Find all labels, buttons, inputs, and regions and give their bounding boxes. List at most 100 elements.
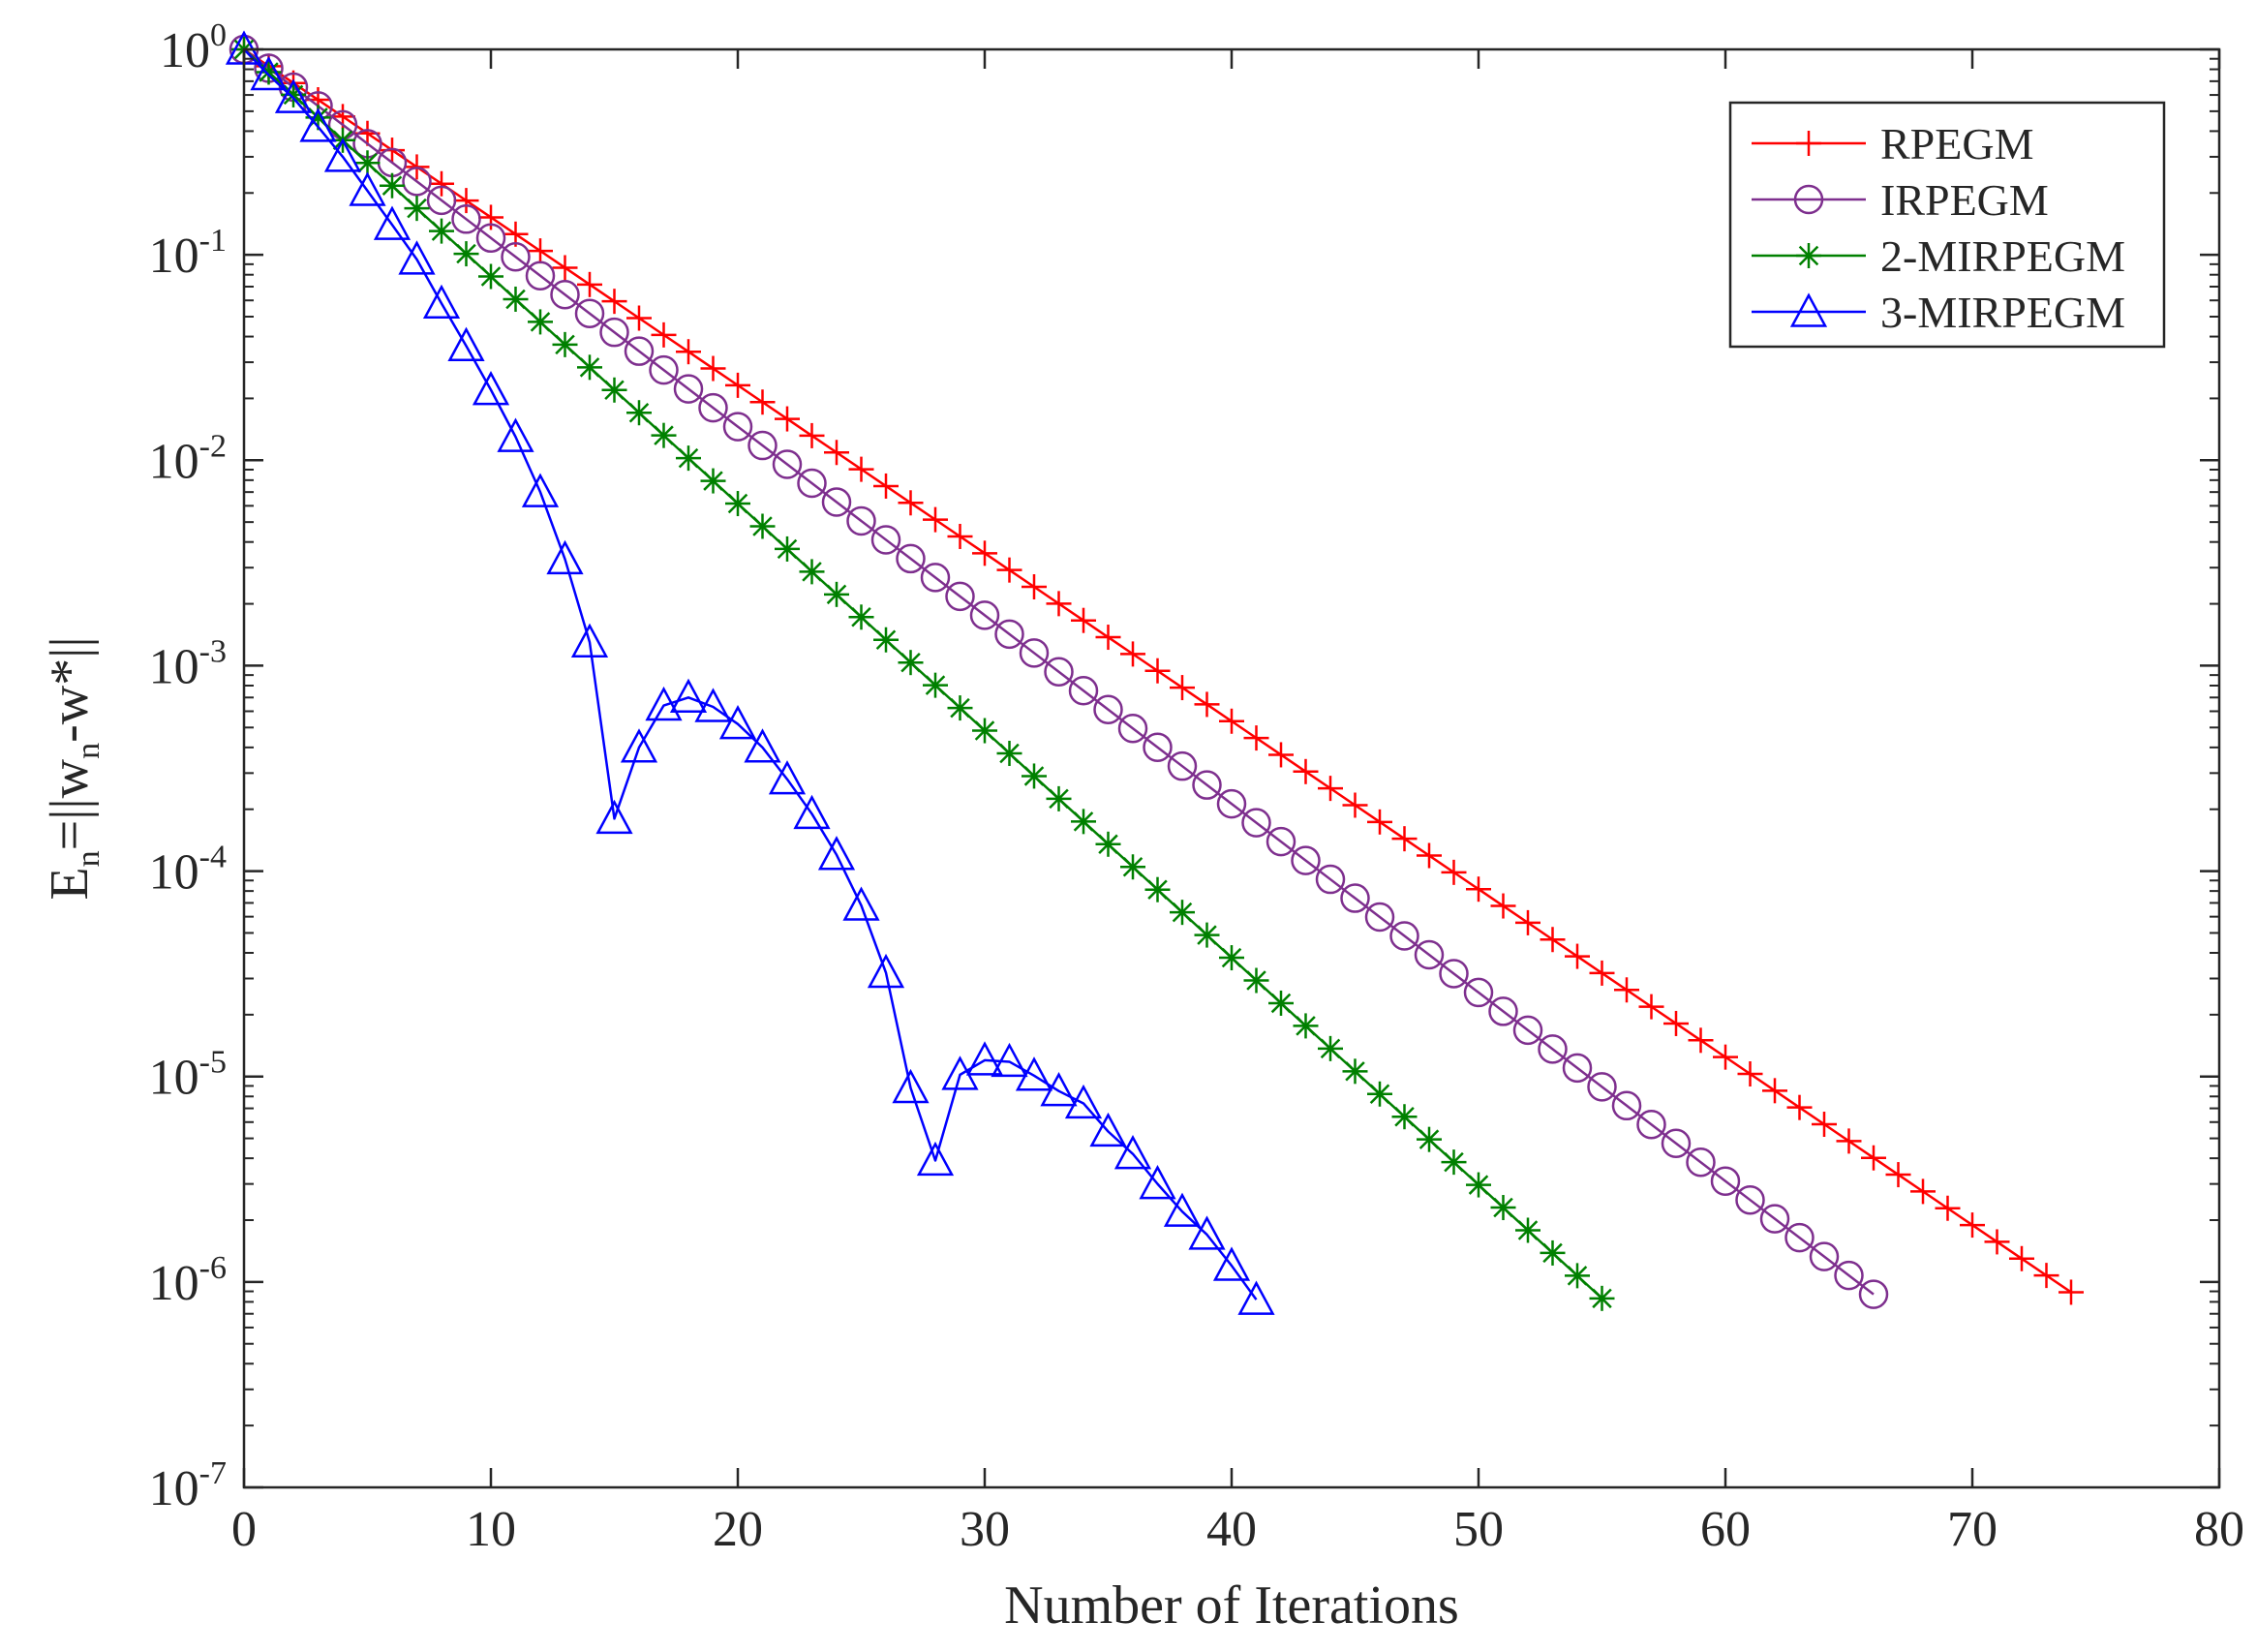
data-point-circle — [1858, 1279, 1889, 1309]
data-point-plus — [1293, 758, 1319, 784]
data-point-triangle — [595, 799, 633, 835]
data-point-plus — [873, 473, 899, 499]
data-point-triangle — [1789, 292, 1828, 327]
data-point-asterisk — [1565, 1263, 1590, 1289]
data-point-circle — [1216, 788, 1247, 819]
data-point-circle — [1834, 1260, 1864, 1291]
ast-d2 — [357, 153, 378, 173]
data-point-triangle — [694, 688, 732, 722]
data-point-plus — [947, 523, 973, 549]
data-point-plus — [1318, 776, 1343, 802]
data-point-asterisk — [1540, 1239, 1566, 1266]
ast-d2 — [1147, 879, 1168, 900]
legend-label: IRPEGM — [1880, 175, 2049, 225]
data-point-circle — [1809, 1241, 1840, 1271]
data-point-plus — [577, 271, 602, 297]
ast-d2 — [802, 562, 822, 582]
series-3-mirpegm — [225, 30, 1275, 1315]
data-point-triangle — [1163, 1192, 1202, 1227]
data-point-asterisk — [651, 422, 677, 448]
data-point-asterisk — [824, 581, 849, 607]
data-point-plus — [1095, 625, 1121, 651]
data-point-plus — [1910, 1178, 1936, 1205]
data-point-triangle — [546, 539, 584, 575]
data-point-triangle — [570, 623, 609, 658]
data-point-circle — [1562, 1053, 1593, 1084]
ast-d2 — [1023, 766, 1045, 786]
data-point-circle — [1315, 864, 1346, 895]
data-point-circle — [451, 204, 481, 234]
data-point-plus — [824, 440, 849, 466]
data-point-plus — [1170, 675, 1195, 701]
data-point-asterisk — [1243, 967, 1269, 994]
ast-d2 — [654, 425, 674, 445]
data-point-circle — [870, 525, 901, 555]
data-point-asterisk — [1046, 785, 1072, 811]
data-point-circle — [896, 543, 926, 574]
data-point-plus — [1984, 1229, 2010, 1255]
data-point-asterisk — [552, 331, 578, 357]
data-point-plus — [1071, 607, 1096, 633]
x-tick-label: 40 — [1206, 1502, 1257, 1557]
data-point-plus — [972, 540, 997, 566]
data-point-triangle — [323, 138, 362, 172]
data-point-circle — [722, 412, 753, 442]
data-point-asterisk — [256, 59, 282, 85]
ast-d2 — [1073, 811, 1094, 832]
data-point-plus — [601, 289, 627, 315]
ast-d2 — [678, 447, 699, 469]
x-tick-label: 80 — [2194, 1502, 2244, 1557]
data-point-triangle — [373, 205, 412, 240]
data-point-asterisk — [676, 445, 701, 472]
legend-label: RPEGM — [1880, 119, 2033, 168]
x-axis-label: Number of Iterations — [1004, 1576, 1459, 1636]
data-point-circle — [550, 279, 580, 310]
data-point-triangle — [620, 728, 658, 763]
series-line — [243, 48, 1258, 1300]
data-point-asterisk — [873, 627, 899, 653]
data-point-asterisk — [1796, 243, 1821, 268]
data-point-plus — [1762, 1078, 1787, 1104]
data-point-plus — [626, 305, 652, 331]
x-tick-label: 0 — [231, 1502, 257, 1557]
data-point-asterisk — [749, 513, 776, 539]
ast-d2 — [727, 493, 748, 514]
y-tick-label: 100 — [160, 17, 227, 78]
data-point-plus — [1960, 1212, 1985, 1239]
ast-d2 — [752, 516, 773, 536]
ast-d2 — [1172, 902, 1193, 923]
data-point-circle — [1414, 939, 1445, 970]
data-point-plus — [1268, 742, 1294, 768]
data-point-plus — [1022, 574, 1047, 600]
data-point-plus — [453, 188, 479, 214]
data-point-asterisk — [1071, 809, 1096, 835]
data-point-asterisk — [1342, 1058, 1368, 1085]
data-point-asterisk — [1144, 876, 1171, 902]
data-point-plus — [848, 456, 874, 482]
data-point-plus — [1194, 691, 1220, 718]
data-point-circle — [1793, 184, 1824, 215]
data-point-asterisk — [898, 650, 924, 676]
data-point-plus — [1836, 1128, 1862, 1154]
data-point-circle — [1538, 1034, 1568, 1064]
data-point-asterisk — [700, 468, 726, 494]
ast-d2 — [381, 175, 403, 196]
legend-item-3-mirpegm: 3-MIRPEGM — [1752, 288, 2125, 337]
ast-d2 — [1270, 993, 1292, 1014]
data-point-asterisk — [380, 172, 405, 199]
data-point-circle — [1686, 1147, 1716, 1178]
data-point-triangle — [892, 1068, 930, 1104]
data-point-triangle — [1089, 1112, 1127, 1147]
data-point-circle — [920, 563, 951, 593]
data-point-triangle — [768, 760, 807, 795]
data-point-asterisk — [1391, 1104, 1418, 1130]
data-point-plus — [1391, 826, 1418, 852]
data-point-asterisk — [1466, 1172, 1491, 1198]
data-point-circle — [1759, 1204, 1790, 1234]
data-point-triangle — [1212, 1246, 1251, 1281]
data-point-circle — [1611, 1090, 1642, 1121]
data-point-plus — [1243, 725, 1269, 751]
data-point-triangle — [1139, 1165, 1176, 1200]
series-layer — [225, 30, 2084, 1315]
data-point-plus — [923, 506, 948, 533]
